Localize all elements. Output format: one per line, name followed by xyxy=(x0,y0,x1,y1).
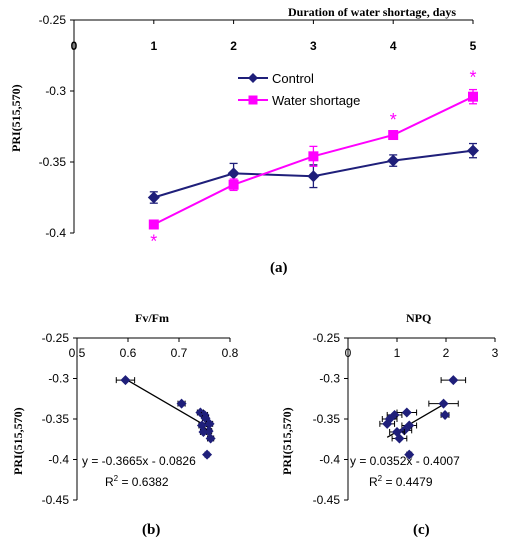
b-y-ticks: -0.25 -0.3 -0.35 -0.4 -0.45 xyxy=(42,331,77,507)
c-y-axis-title: PRI(515,570) xyxy=(280,407,294,475)
a-y-tick-label: -0.35 xyxy=(39,155,67,169)
legend-control-marker xyxy=(248,73,258,83)
c-x-tick-label: 3 xyxy=(492,346,499,360)
c-r2-symbol: R xyxy=(369,475,378,489)
c-r-squared: R2 = 0.4479 xyxy=(369,474,433,489)
b-data-point xyxy=(120,375,131,386)
a-x-tick-label: 1 xyxy=(150,39,157,53)
legend-control-label: Control xyxy=(272,71,314,86)
a-significance-marks: * * * xyxy=(150,68,476,252)
c-r2-superscript: 2 xyxy=(378,474,383,483)
b-data-point xyxy=(176,398,187,409)
c-data-point xyxy=(404,449,415,460)
a-point-water xyxy=(308,151,319,162)
b-y-tick-label: -0.45 xyxy=(42,493,70,507)
b-x-tick-label: 0.6 xyxy=(120,346,137,360)
a-x-ticks: 0 1 2 3 4 5 xyxy=(71,20,477,53)
b-chart-title: Fv/Fm xyxy=(135,311,169,325)
c-x-tick-label: 0 xyxy=(345,346,352,360)
a-x-tick-label: 2 xyxy=(230,39,237,53)
b-data-point xyxy=(204,418,215,429)
c-data-point xyxy=(438,398,449,409)
c-y-tick-label: -0.35 xyxy=(313,412,341,426)
a-point-water xyxy=(148,219,159,230)
a-y-tick-label: -0.25 xyxy=(39,13,67,27)
b-x-tick-label: 0.8 xyxy=(222,346,239,360)
c-x-tick-label: 2 xyxy=(443,346,450,360)
b-data-points xyxy=(115,375,216,460)
legend-water-marker xyxy=(248,95,258,105)
b-trendline xyxy=(125,378,213,431)
c-y-tick-label: -0.3 xyxy=(319,372,340,386)
a-series xyxy=(147,88,479,230)
b-r2-symbol: R xyxy=(105,475,114,489)
c-y-tick-label: -0.25 xyxy=(313,331,341,345)
b-data-point xyxy=(205,433,216,444)
b-r2-value: = 0.6382 xyxy=(118,475,169,489)
c-y-ticks: -0.25 -0.3 -0.35 -0.4 -0.45 xyxy=(313,331,348,507)
a-x-axis-title: Duration of water shortage, days xyxy=(288,5,456,19)
b-y-tick-label: -0.4 xyxy=(48,453,69,467)
a-y-ticks: -0.25 -0.3 -0.35 -0.4 xyxy=(39,13,74,240)
c-equation: y = 0.0352x - 0.4007 xyxy=(350,454,460,468)
b-y-tick-label: -0.35 xyxy=(42,412,70,426)
a-y-tick-label: -0.3 xyxy=(45,84,66,98)
a-point-control xyxy=(147,191,160,204)
panel-c: -0.25 -0.3 -0.35 -0.4 -0.45 0 1 2 3 NPQ PRI(515… xyxy=(280,311,499,538)
a-y-tick-label: -0.4 xyxy=(45,226,66,240)
b-r-squared: R2 = 0.6382 xyxy=(105,474,169,489)
b-panel-label: (b) xyxy=(142,522,160,538)
a-point-control xyxy=(467,144,479,157)
b-y-tick-label: -0.3 xyxy=(48,372,69,386)
a-panel-label: (a) xyxy=(270,260,288,276)
b-y-axis-title: PRI(515,570) xyxy=(11,407,25,475)
c-data-point xyxy=(448,375,459,386)
b-data-point xyxy=(198,426,209,437)
b-x-ticks: 0.5 0.6 0.7 0.8 xyxy=(69,338,239,360)
c-data-point xyxy=(440,409,451,420)
a-point-water xyxy=(388,130,399,141)
a-x-tick-label: 5 xyxy=(470,39,477,53)
b-y-tick-label: -0.25 xyxy=(42,331,70,345)
c-data-points xyxy=(379,375,467,460)
a-legend: Control Water shortage xyxy=(238,71,360,108)
c-data-point xyxy=(382,418,393,429)
c-chart-title: NPQ xyxy=(406,311,431,325)
b-r2-superscript: 2 xyxy=(114,474,119,483)
b-x-tick-label: 0.7 xyxy=(171,346,188,360)
panel-a: -0.25 -0.3 -0.35 -0.4 0 1 2 3 4 5 Duration of wa… xyxy=(9,5,479,276)
c-panel-label: (c) xyxy=(413,522,430,538)
a-x-tick-label: 0 xyxy=(71,39,78,53)
a-x-tick-label: 3 xyxy=(310,39,317,53)
a-significance-star: * xyxy=(390,110,397,130)
a-point-control xyxy=(387,154,400,167)
a-point-control xyxy=(307,170,320,183)
legend-water-label: Water shortage xyxy=(272,93,360,108)
b-equation: y = -0.3665x - 0.0826 xyxy=(82,454,196,468)
c-x-ticks: 0 1 2 3 xyxy=(345,338,499,360)
c-data-point xyxy=(394,433,405,444)
a-y-axis-title: PRI(515,570) xyxy=(9,84,23,152)
b-x-tick-label: 0.5 xyxy=(69,346,86,360)
a-point-water xyxy=(228,179,239,190)
c-r2-value: = 0.4479 xyxy=(382,475,433,489)
c-y-tick-label: -0.4 xyxy=(319,453,340,467)
a-x-tick-label: 4 xyxy=(390,39,397,53)
a-significance-star: * xyxy=(150,231,157,251)
b-data-point xyxy=(202,449,213,460)
c-y-tick-label: -0.45 xyxy=(313,493,341,507)
a-point-control xyxy=(227,167,240,180)
panel-b: -0.25 -0.3 -0.35 -0.4 -0.45 0.5 0.6 0.7 0.8 Fv/… xyxy=(11,311,239,538)
a-point-water xyxy=(468,91,478,102)
c-x-tick-label: 1 xyxy=(394,346,401,360)
a-significance-star: * xyxy=(469,68,476,88)
c-data-point xyxy=(401,407,412,418)
